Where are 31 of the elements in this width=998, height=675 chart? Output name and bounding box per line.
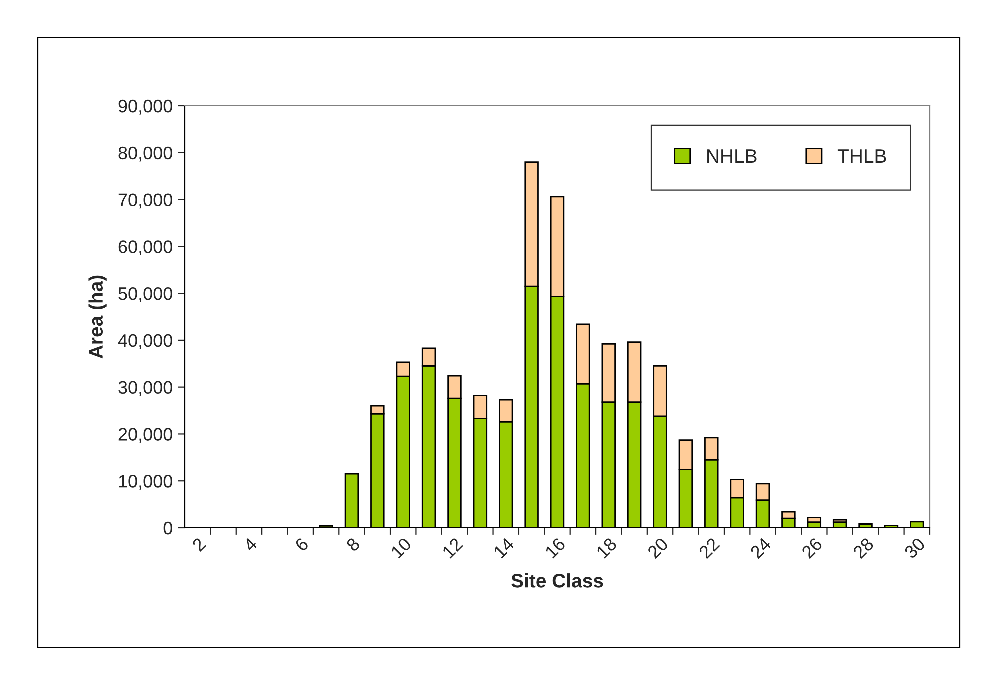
- x-tick-label: 12: [442, 537, 464, 559]
- y-tick-label: 70,000: [118, 194, 172, 209]
- y-axis-title: Area (ha): [88, 276, 107, 359]
- x-tick-label: 22: [698, 537, 720, 560]
- legend-label: NHLB: [708, 150, 757, 163]
- y-tick-label: 0: [164, 522, 172, 535]
- legend-label: THLB: [838, 150, 886, 163]
- x-tick-label: 28: [852, 537, 875, 560]
- x-tick-label: 20: [647, 537, 670, 560]
- y-tick-label: 40,000: [118, 334, 172, 350]
- x-tick-label: 24: [750, 537, 772, 560]
- y-tick-label: 80,000: [118, 146, 172, 162]
- x-tick-label: 14: [493, 537, 515, 559]
- x-tick-label: 30: [904, 537, 926, 560]
- x-axis-title: Site Class: [512, 574, 604, 588]
- y-tick-label: 90,000: [118, 100, 172, 115]
- x-tick-label: 26: [801, 537, 824, 560]
- x-tick-label: 8: [346, 537, 361, 552]
- y-tick-label: 60,000: [118, 240, 172, 256]
- bar: [832, 519, 848, 524]
- x-tick-label: 6: [294, 537, 310, 552]
- y-tick-label: 10,000: [119, 475, 172, 490]
- y-tick-label: 50,000: [118, 287, 172, 302]
- x-tick-label: 4: [242, 537, 258, 552]
- x-tick-label: 2: [192, 537, 206, 552]
- x-tick-label: 18: [596, 537, 618, 559]
- x-tick-label: 10: [390, 537, 412, 559]
- bar: [807, 516, 822, 524]
- y-tick-label: 30,000: [118, 381, 172, 396]
- y-tick-label: 20,000: [118, 428, 172, 444]
- x-tick-label: 16: [544, 537, 566, 559]
